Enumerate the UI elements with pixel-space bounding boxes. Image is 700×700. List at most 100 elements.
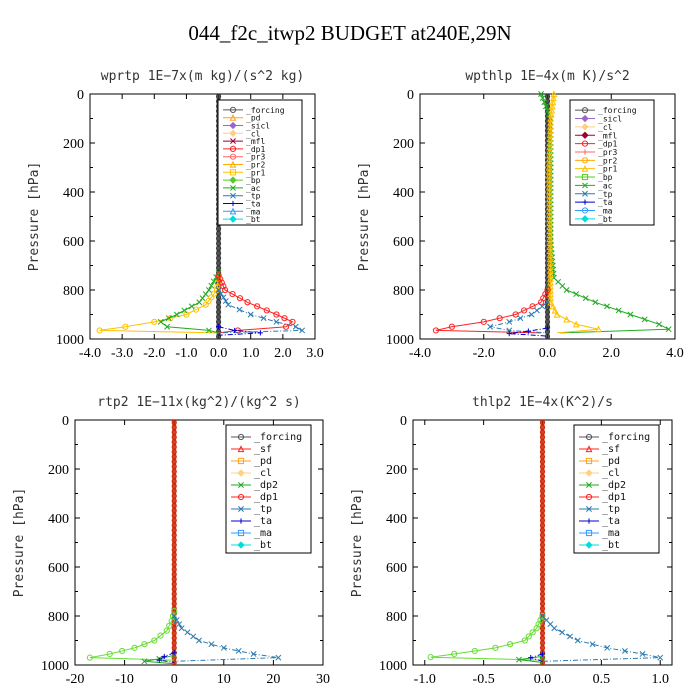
legend-marker	[585, 541, 593, 549]
zero-profile-marker	[171, 424, 177, 430]
legend-label: _dp2	[602, 480, 626, 491]
legend-marker	[585, 469, 593, 477]
legend-label: _tp	[254, 504, 272, 515]
zero-profile-marker	[171, 434, 177, 440]
x-tick-label: 1.0	[242, 346, 260, 361]
legend-marker	[581, 207, 589, 214]
legend-marker	[581, 131, 589, 139]
zero-profile-marker	[171, 522, 177, 528]
series-point	[208, 641, 215, 648]
zero-profile-marker	[539, 493, 546, 499]
series-point	[225, 301, 232, 308]
legend-marker	[229, 160, 237, 168]
series-point	[192, 306, 200, 313]
zero-profile-marker	[171, 630, 177, 636]
chart-panel-1: wprtp 1E−7x(m kg)/(s^2 kg) Pressure [hPa]…	[27, 69, 324, 361]
series-point	[432, 327, 440, 334]
series-point	[165, 315, 172, 322]
series-point	[551, 306, 559, 314]
series-point	[184, 629, 191, 636]
legend-marker	[238, 518, 244, 524]
series-point	[164, 323, 171, 330]
legend-label: _sf	[254, 444, 272, 455]
series-point	[282, 323, 290, 330]
series-point	[178, 625, 185, 632]
series-point	[122, 323, 129, 330]
panel-title: wprtp 1E−7x(m kg)/(s^2 kg)	[101, 69, 305, 84]
legend-label: _pd	[246, 114, 261, 123]
zero-profile-marker	[539, 571, 546, 577]
zero-profile-marker	[215, 299, 222, 305]
legend-label: _sf	[602, 444, 620, 455]
series-point	[254, 303, 261, 310]
zero-profile-marker	[539, 449, 546, 455]
x-tick-label: 0	[171, 672, 178, 687]
series-point	[157, 318, 164, 325]
zero-profile-marker	[539, 468, 546, 475]
zero-profile-marker	[171, 419, 177, 426]
series-point	[218, 279, 225, 286]
series-point	[567, 633, 573, 640]
x-tick-label: 2.0	[603, 346, 621, 361]
series-point	[220, 294, 227, 301]
series-point	[545, 187, 553, 195]
legend-marker	[237, 469, 245, 477]
legend-label: _sicl	[246, 122, 270, 131]
series-point	[546, 266, 554, 274]
legend-marker	[582, 199, 588, 205]
x-tick-label: -3.0	[111, 346, 133, 361]
series-line	[430, 615, 543, 661]
legend-label: _pd	[254, 456, 272, 467]
x-tick-label: 0.0	[534, 672, 552, 687]
zero-profile-marker	[171, 586, 177, 592]
legend-label: _dp1	[246, 145, 265, 154]
legend-label: _ta	[598, 198, 613, 207]
series-point	[545, 163, 553, 171]
zero-profile-marker	[215, 255, 222, 261]
series-point	[546, 199, 553, 207]
series-point	[236, 306, 243, 313]
zero-profile-marker	[544, 265, 551, 271]
series-point	[657, 654, 664, 661]
series-point	[528, 655, 534, 661]
legend-label: _dp2	[254, 480, 278, 491]
x-tick-label: 3.0	[306, 346, 324, 361]
zero-profile-marker	[171, 591, 177, 597]
series-point	[236, 295, 244, 302]
zero-profile-marker	[171, 483, 177, 489]
series-point	[525, 328, 531, 334]
legend-label: _ta	[602, 516, 620, 527]
legend-marker	[581, 164, 589, 172]
legend-label: _forcing	[602, 432, 650, 443]
series-point	[546, 195, 553, 203]
zero-profile-marker	[215, 333, 222, 340]
zero-profile-marker	[215, 93, 222, 100]
legend-label: _ac	[246, 184, 261, 193]
legend-marker	[582, 182, 588, 189]
series-point	[512, 311, 519, 318]
y-axis-label: Pressure [hPa]	[357, 162, 372, 272]
zero-profile-marker	[215, 329, 222, 335]
series-point	[292, 323, 299, 330]
zero-profile-marker	[544, 333, 551, 340]
series-point	[539, 95, 546, 102]
zero-profile-marker	[539, 483, 546, 489]
series-point	[492, 644, 499, 651]
legend-label: _dp1	[254, 492, 278, 503]
zero-profile-marker	[171, 601, 177, 607]
legend-label: _forcing	[254, 432, 302, 443]
series-point	[106, 650, 113, 658]
x-tick-label: 0.0	[210, 346, 228, 361]
series-point	[487, 323, 494, 330]
zero-profile-marker	[215, 309, 222, 315]
legend-label: _ac	[598, 181, 613, 190]
series-point	[547, 290, 555, 298]
zero-profile-marker	[171, 640, 177, 646]
zero-profile-marker	[215, 226, 222, 232]
legend-label: _bt	[602, 540, 620, 551]
series-point	[546, 223, 554, 231]
x-tick-label: -4.0	[409, 346, 431, 361]
figure-title: 044_f2c_itwp2 BUDGET at240E,29N	[188, 21, 511, 45]
zero-profile-marker	[539, 566, 546, 573]
series-point	[546, 231, 554, 238]
